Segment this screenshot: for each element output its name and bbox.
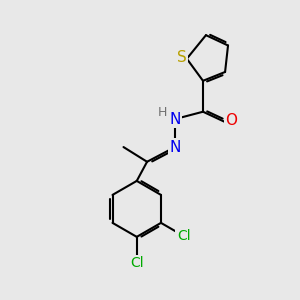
Text: Cl: Cl	[130, 256, 144, 270]
Text: N: N	[169, 140, 181, 154]
Text: N: N	[169, 112, 181, 127]
Text: O: O	[226, 113, 238, 128]
Text: Cl: Cl	[177, 229, 191, 243]
Text: S: S	[177, 50, 186, 65]
Text: H: H	[158, 106, 167, 119]
